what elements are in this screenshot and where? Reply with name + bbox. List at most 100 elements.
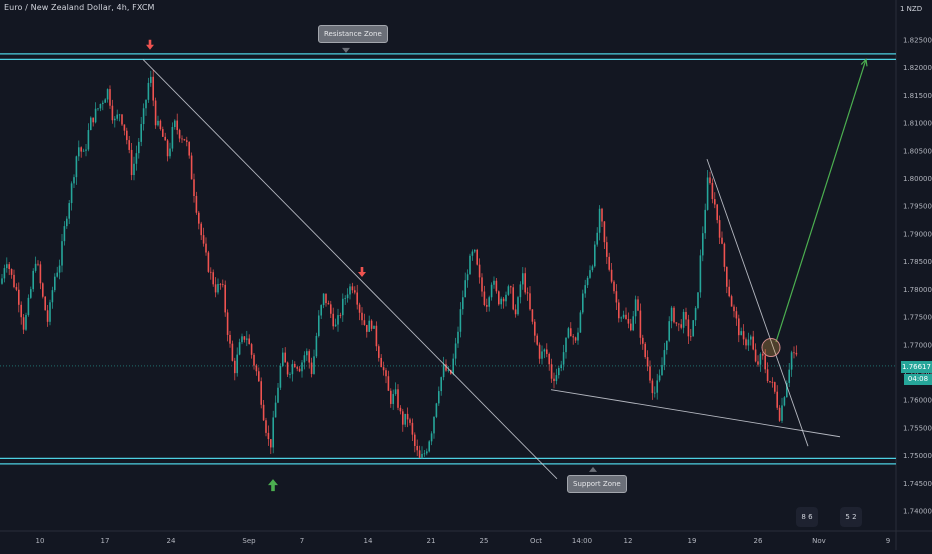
bear-candle	[162, 129, 164, 137]
bull-candle	[272, 417, 274, 448]
bear-candle	[526, 292, 529, 294]
bear-candle	[742, 331, 745, 340]
bull-candle	[430, 433, 433, 442]
bear-candle	[186, 140, 188, 142]
price-tick-label: 1.78500	[903, 258, 932, 266]
projection-arrowhead	[860, 58, 868, 67]
bear-candle	[793, 352, 795, 354]
bear-candle	[222, 284, 224, 286]
time-tick-label: 9	[886, 537, 890, 545]
bear-candle	[514, 309, 517, 315]
bear-candle	[250, 344, 253, 355]
bull-candle	[462, 297, 464, 310]
bear-candle	[42, 283, 44, 297]
bull-candle	[135, 153, 138, 164]
bear-candle	[294, 363, 296, 368]
bull-candle	[54, 276, 56, 291]
bear-candle	[538, 344, 541, 359]
bear-candle	[637, 299, 639, 311]
bear-candle	[212, 272, 214, 285]
bull-candle	[85, 149, 87, 151]
bull-candle	[277, 387, 279, 403]
bull-candle	[634, 299, 637, 317]
bear-candle	[483, 291, 486, 305]
indicator-badge-1[interactable]: 8 6	[796, 507, 818, 527]
bull-candle	[94, 108, 97, 123]
bear-candle	[651, 380, 654, 394]
bull-candle	[663, 350, 666, 365]
bear-candle	[195, 196, 198, 213]
resistance-zone-label[interactable]: Resistance Zone	[318, 25, 388, 43]
bear-candle	[618, 302, 620, 319]
bear-candle	[10, 269, 13, 275]
bear-candle	[406, 413, 409, 420]
bear-candle	[332, 313, 334, 327]
bull-candle	[426, 451, 428, 454]
bull-candle	[706, 177, 709, 210]
symbol-title: Euro / New Zealand Dollar, 4h, FXCM	[4, 3, 155, 12]
bull-candle	[320, 305, 322, 316]
bull-candle	[440, 377, 442, 392]
bull-candle	[63, 226, 66, 242]
bull-candle	[61, 241, 63, 266]
price-tick-label: 1.80500	[903, 147, 932, 155]
time-tick-label: 12	[624, 537, 633, 545]
bull-candle	[541, 351, 543, 359]
currency-unit[interactable]: 1 NZD	[900, 5, 923, 13]
bull-candle	[145, 99, 147, 109]
bear-candle	[769, 380, 771, 382]
bear-candle	[615, 291, 618, 303]
bear-candle	[327, 303, 330, 305]
bull-candle	[658, 375, 661, 381]
bull-candle	[49, 302, 51, 322]
bull-candle	[788, 369, 790, 383]
bull-candle	[562, 352, 565, 365]
time-tick-label: 25	[480, 537, 489, 545]
bear-candle	[476, 249, 478, 265]
bear-candle	[613, 281, 615, 292]
bull-candle	[560, 364, 562, 369]
bear-candle	[411, 422, 414, 435]
support-zone-label[interactable]: Support Zone	[567, 475, 627, 493]
bear-candle	[625, 314, 627, 320]
bear-candle	[642, 337, 644, 344]
bull-candle	[318, 315, 320, 336]
current-price-tag: 1.76617	[901, 361, 932, 373]
bull-candle	[169, 148, 171, 157]
bear-candle	[164, 136, 166, 141]
bear-candle	[687, 319, 690, 337]
bear-candle	[510, 286, 512, 288]
bear-candle	[44, 296, 46, 311]
bull-candle	[517, 297, 519, 315]
bull-candle	[97, 108, 99, 110]
indicator-badge-2[interactable]: 5 2	[840, 507, 862, 527]
bear-candle	[762, 353, 764, 356]
bull-candle	[488, 297, 490, 307]
bear-candle	[498, 291, 500, 305]
trendline	[706, 158, 809, 447]
bull-candle	[750, 336, 752, 340]
bull-candle	[118, 114, 121, 116]
bull-candle	[241, 336, 243, 343]
bull-candle	[404, 413, 406, 425]
bull-candle	[217, 283, 219, 293]
bear-candle	[262, 404, 265, 421]
bear-candle	[22, 317, 25, 330]
bear-candle	[678, 323, 680, 325]
bear-candle	[574, 337, 577, 341]
bull-candle	[438, 391, 440, 404]
bear-candle	[339, 315, 342, 316]
bull-candle	[579, 312, 582, 333]
bull-candle	[51, 290, 54, 303]
bull-candle	[301, 362, 303, 372]
bear-candle	[714, 199, 716, 205]
bear-candle	[771, 381, 774, 383]
bull-candle	[454, 343, 457, 359]
bull-candle	[452, 358, 454, 374]
bull-candle	[421, 453, 423, 458]
bull-candle	[469, 255, 471, 275]
time-tick-label: 21	[427, 537, 436, 545]
bull-candle	[303, 355, 306, 363]
